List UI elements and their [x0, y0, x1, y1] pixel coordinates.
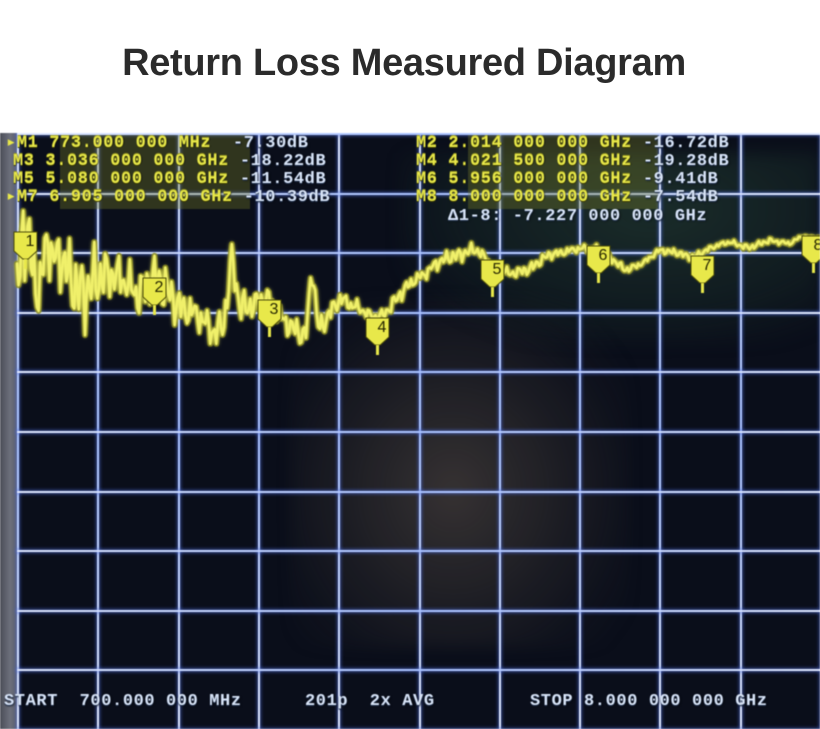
svg-text:8: 8	[814, 237, 820, 254]
svg-text:6: 6	[599, 247, 608, 264]
svg-text:4: 4	[378, 319, 387, 336]
svg-text:2: 2	[155, 279, 164, 296]
svg-text:1: 1	[26, 233, 35, 250]
svg-text:5: 5	[493, 261, 502, 278]
svg-text:7: 7	[703, 257, 712, 274]
svg-text:3: 3	[270, 301, 279, 318]
